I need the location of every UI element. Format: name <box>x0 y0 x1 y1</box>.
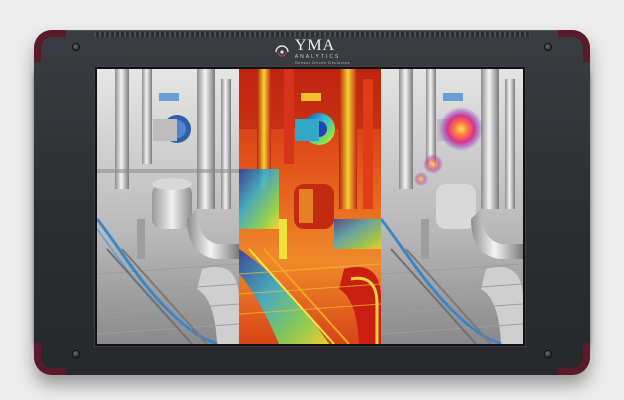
brand-tagline: Sensor Driven Decisions <box>294 60 351 65</box>
thermal-scene-image <box>239 69 381 344</box>
hotspot-overlay-panel <box>381 69 523 344</box>
hotspot-scene-image <box>381 69 523 344</box>
screw-icon <box>545 351 551 357</box>
screw-icon <box>73 44 79 50</box>
visible-scene-image <box>97 69 239 344</box>
brand-logo: YMA ANALYTICS Sensor Driven Decisions <box>0 38 624 65</box>
yma-logo-icon <box>275 44 289 57</box>
corner-bumper <box>34 30 66 62</box>
visible-image-panel <box>97 69 239 344</box>
corner-bumper <box>558 343 590 375</box>
screw-icon <box>545 44 551 50</box>
brand-name: YMA <box>294 37 336 54</box>
screw-icon <box>73 351 79 357</box>
thermal-image-panel <box>239 69 381 344</box>
tablet-screen[interactable] <box>97 69 523 344</box>
corner-bumper <box>34 343 66 375</box>
hotspot-marker <box>439 107 483 151</box>
corner-bumper <box>558 30 590 62</box>
brand-subtitle: ANALYTICS <box>294 54 341 60</box>
